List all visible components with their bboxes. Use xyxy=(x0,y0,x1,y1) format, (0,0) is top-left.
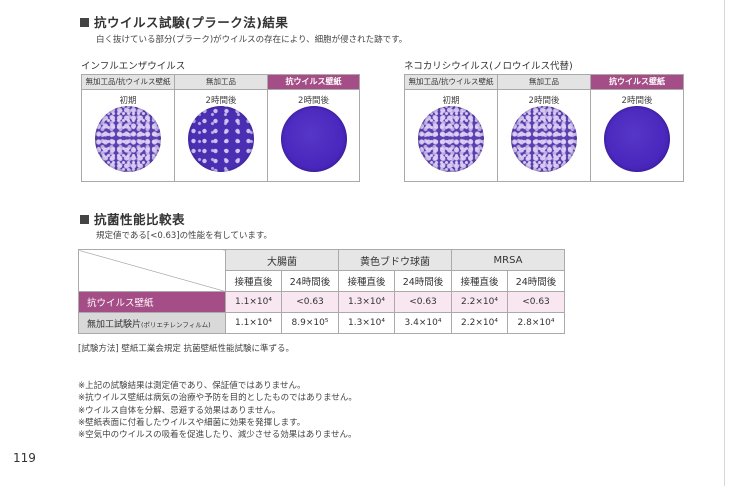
sub-header: 24時間後 xyxy=(507,270,565,292)
group-header-mrsa: MRSA xyxy=(451,249,565,271)
note-item: ※抗ウイルス壁紙は病気の治療や予防を目的としたものではありません。 xyxy=(78,393,357,404)
cell-header: 無加工品 xyxy=(498,75,590,90)
plaque-cell: 無加工品 2時間後 xyxy=(175,75,268,181)
note-item: ※上記の試験結果は測定値であり、保証値ではありません。 xyxy=(78,381,306,391)
plaque-panel-calicivirus: 無加工品/抗ウイルス壁紙 初期 無加工品 2時間後 抗ウイルス壁紙 2時間後 xyxy=(404,74,684,182)
plaque-cell: 無加工品/抗ウイルス壁紙 初期 xyxy=(82,75,175,181)
section1-description: 白く抜けている部分(プラーク)がウイルスの存在により、細胞が侵された跡です。 xyxy=(96,35,408,45)
sub-header: 接種直後 xyxy=(451,270,508,292)
plaque-panel-influenza: 無加工品/抗ウイルス壁紙 初期 無加工品 2時間後 抗ウイルス壁紙 2時間後 xyxy=(81,74,360,182)
table-cell: 1.3×10⁴ xyxy=(338,312,395,334)
plaque-cell: 抗ウイルス壁紙 2時間後 xyxy=(268,75,359,181)
cell-time: 2時間後 xyxy=(528,96,560,106)
table-cell: <0.63 xyxy=(281,291,339,313)
virus-label-calicivirus: ネコカリシウイルス(ノロウイルス代替) xyxy=(404,61,573,72)
table-row: 無加工試験片(ポリエチレンフィルム) 1.1×10⁴ 8.9×10⁵ 1.3×1… xyxy=(78,312,565,334)
sub-header: 24時間後 xyxy=(281,270,339,292)
table-cell: 2.2×10⁴ xyxy=(451,291,508,313)
row-label-untreated-specimen: 無加工試験片(ポリエチレンフィルム) xyxy=(78,312,226,334)
cell-time: 初期 xyxy=(442,96,460,106)
page-edge-line xyxy=(724,0,725,486)
sub-header: 接種直後 xyxy=(225,270,282,292)
table-group-header-row: 大腸菌 黄色ブドウ球菌 MRSA xyxy=(78,249,565,292)
petri-dish-image xyxy=(418,106,484,172)
table-cell: 8.9×10⁵ xyxy=(281,312,339,334)
cell-header: 無加工品/抗ウイルス壁紙 xyxy=(405,75,497,90)
virus-label-influenza: インフルエンザウイルス xyxy=(81,61,186,72)
cell-time: 2時間後 xyxy=(621,96,653,106)
plaque-cell: 無加工品/抗ウイルス壁紙 初期 xyxy=(405,75,498,181)
section2-title: 抗菌性能比較表 xyxy=(80,209,185,228)
table-corner-cell xyxy=(78,249,226,292)
row-label-note: (ポリエチレンフィルム) xyxy=(141,320,211,329)
sub-header: 24時間後 xyxy=(394,270,452,292)
group-header-ecoli: 大腸菌 xyxy=(225,249,339,271)
section2-description: 規定値である[<0.63]の性能を有しています。 xyxy=(96,231,272,241)
plaque-cell: 無加工品 2時間後 xyxy=(498,75,591,181)
table-cell: <0.63 xyxy=(394,291,452,313)
plaque-cell: 抗ウイルス壁紙 2時間後 xyxy=(591,75,683,181)
petri-dish-image xyxy=(95,106,161,172)
cell-time: 初期 xyxy=(119,96,137,106)
square-bullet-icon xyxy=(80,215,89,224)
row-label-antivirus-wallpaper: 抗ウイルス壁紙 xyxy=(78,291,226,313)
table-cell: 1.1×10⁴ xyxy=(225,291,282,313)
table-cell: 1.1×10⁴ xyxy=(225,312,282,334)
notes-list: ※上記の試験結果は測定値であり、保証値ではありません。 ※抗ウイルス壁紙は病気の… xyxy=(78,380,357,441)
note-item: ※ウイルス自体を分解、忌避する効果はありません。 xyxy=(78,405,281,416)
table-cell: 2.2×10⁴ xyxy=(451,312,508,334)
cell-time: 2時間後 xyxy=(298,96,329,106)
petri-dish-image xyxy=(280,106,347,172)
cell-time: 2時間後 xyxy=(205,96,237,106)
table-cell: 1.3×10⁴ xyxy=(338,291,395,313)
group-header-staph: 黄色ブドウ球菌 xyxy=(338,249,452,271)
test-method-note: [試験方法] 壁紙工業会規定 抗菌壁紙性能試験に準ずる。 xyxy=(78,344,295,354)
sub-header: 接種直後 xyxy=(338,270,395,292)
table-cell: 2.8×10⁴ xyxy=(507,312,565,334)
table-cell: <0.63 xyxy=(507,291,565,313)
table-cell: 3.4×10⁴ xyxy=(394,312,452,334)
cell-header: 無加工品 xyxy=(175,75,267,90)
petri-dish-image xyxy=(511,106,577,172)
note-item: ※壁紙表面に付着したウイルスや細菌に効果を発揮します。 xyxy=(78,417,306,428)
antibacterial-comparison-table: 大腸菌 黄色ブドウ球菌 MRSA 接種直後 24時間後 接種直後 24時間後 接… xyxy=(78,249,565,334)
petri-dish-image xyxy=(188,106,254,172)
petri-dish-image xyxy=(604,106,670,172)
note-item: ※空気中のウイルスの吸着を促進したり、減少させる効果はありません。 xyxy=(78,430,357,441)
cell-header: 抗ウイルス壁紙 xyxy=(591,75,683,90)
square-bullet-icon xyxy=(80,18,89,27)
page-number: 119 xyxy=(13,451,36,465)
cell-header: 抗ウイルス壁紙 xyxy=(268,75,359,90)
cell-header: 無加工品/抗ウイルス壁紙 xyxy=(82,75,174,90)
table-row: 抗ウイルス壁紙 1.1×10⁴ <0.63 1.3×10⁴ <0.63 2.2×… xyxy=(78,291,565,313)
section1-title: 抗ウイルス試験(プラーク法)結果 xyxy=(80,12,288,31)
